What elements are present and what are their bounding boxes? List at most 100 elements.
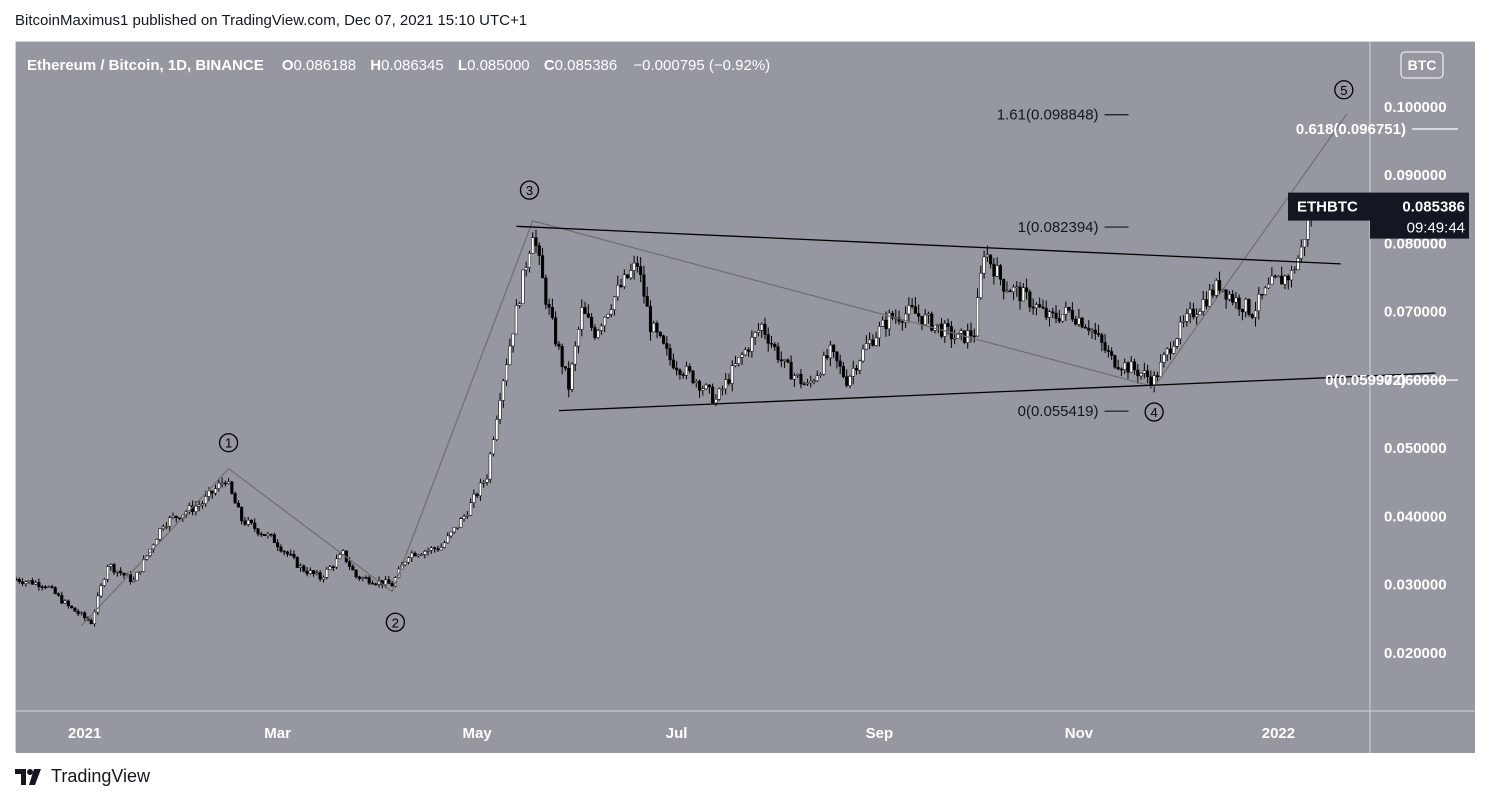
candle-body (518, 303, 522, 306)
candle-body (917, 313, 921, 317)
time-axis[interactable]: 2021 Mar May Jul Sep Nov 2022 (68, 725, 1295, 742)
high-value: 0.086345 (381, 57, 444, 74)
candle-body (351, 566, 355, 571)
candle-body (308, 570, 312, 574)
candle-body (321, 577, 325, 580)
triangle-upper-trendline[interactable] (516, 225, 1341, 265)
candle-body (662, 335, 666, 344)
candle-body (534, 237, 538, 246)
candle-body (204, 496, 208, 504)
currency-badge[interactable] (1400, 51, 1444, 79)
candle-body (282, 550, 286, 553)
open-label: O (282, 57, 294, 74)
candle-body (227, 481, 231, 485)
candle-body (1123, 362, 1127, 370)
candle-body (325, 568, 329, 578)
low-label: L (458, 57, 467, 74)
candle-body (985, 254, 989, 258)
candle-body (684, 366, 689, 376)
candle-body (822, 355, 826, 375)
candle-body (704, 384, 708, 390)
candle-body (779, 359, 783, 362)
candle-body (740, 354, 744, 358)
candle-body (975, 297, 980, 337)
candle-body (946, 323, 950, 327)
candle-body (714, 399, 718, 404)
candle-body (177, 517, 182, 520)
candle-body (796, 374, 800, 376)
candle-body (292, 554, 296, 558)
last-price-tag (1370, 192, 1469, 239)
candle-body (1178, 321, 1182, 340)
triangle-lower-trendline[interactable] (558, 372, 1436, 412)
fib-level-label: 0(0.055419) (1018, 403, 1099, 420)
candle-body (50, 586, 54, 588)
chart-panel[interactable]: 1.61(0.098848) 1(0.082394) 0(0.055419) 0.61… (15, 41, 1475, 753)
candle-body (416, 554, 420, 557)
price-chart[interactable]: 1.61(0.098848) 1(0.082394) 0(0.055419) 0.61… (16, 42, 1475, 753)
candle-body (599, 325, 603, 331)
candle-body (442, 542, 446, 548)
candle-body (331, 566, 335, 569)
candle-body (766, 334, 770, 344)
candle-body (887, 312, 891, 330)
wave-label-circle[interactable] (1334, 80, 1354, 100)
candle-body (465, 515, 469, 517)
candle-body (1113, 355, 1117, 368)
wave-label-number: 5 (1340, 83, 1347, 98)
candle-body (969, 330, 973, 337)
candle-body (1008, 290, 1012, 293)
candle-body (295, 556, 299, 568)
candle-body (135, 572, 139, 581)
candle-body (567, 368, 571, 390)
price-axis[interactable]: 0.020000 0.030000 0.040000 0.050000 0.060000… (1384, 99, 1447, 662)
wave-label-circle[interactable] (218, 433, 239, 453)
candle-body (655, 322, 659, 333)
candle-body (488, 453, 492, 480)
fib-levels-group: 1.61(0.098848) 1(0.082394) 0(0.055419) 0.61… (997, 107, 1458, 420)
last-price-value: 0.085386 (1402, 199, 1465, 216)
candle-body (1224, 289, 1228, 300)
candle-body (472, 493, 476, 503)
candle-body (1260, 293, 1264, 296)
candle-body (230, 481, 234, 494)
candle-body (1038, 304, 1042, 308)
candle-body (106, 566, 110, 580)
wave-path-group (80, 113, 1348, 627)
candle-body (413, 552, 417, 557)
candle-body (419, 554, 424, 556)
wave-label-circle[interactable] (385, 612, 406, 632)
candle-body (854, 368, 859, 371)
fib-level-label: 1(0.082394) (1018, 219, 1099, 236)
wave-label-circle[interactable] (519, 180, 540, 200)
candle-body (531, 237, 535, 254)
candle-body (24, 581, 28, 584)
candle-body (1253, 310, 1258, 318)
candle-body (73, 607, 77, 612)
candle-body (1273, 275, 1277, 278)
candle-body (236, 502, 240, 508)
tradingview-logo[interactable]: TradingView (15, 766, 150, 787)
candle-body (1132, 361, 1137, 371)
candle-body (733, 363, 738, 366)
wave-label-number: 4 (1151, 405, 1158, 420)
candle-body (259, 533, 263, 536)
wave-label-number: 2 (392, 615, 399, 630)
candle-body (864, 343, 868, 350)
price-tick-label: 0.090000 (1384, 167, 1447, 184)
candle-body (874, 337, 878, 346)
symbol-title[interactable]: Ethereum / Bitcoin, 1D, BINANCE (27, 57, 264, 74)
candle-body (1129, 361, 1133, 373)
candle-body (30, 580, 34, 585)
candle-body (1276, 275, 1280, 278)
candle-body (387, 579, 391, 584)
candle-body (563, 366, 567, 369)
elliott-wave-path[interactable] (80, 113, 1348, 627)
candle-body (717, 388, 721, 400)
candle-body (956, 333, 960, 339)
candle-body (904, 313, 908, 323)
candle-body (63, 600, 67, 604)
wave-label-circle[interactable] (1144, 402, 1164, 422)
candle-body (998, 265, 1002, 280)
wave-label-number: 3 (526, 183, 533, 198)
